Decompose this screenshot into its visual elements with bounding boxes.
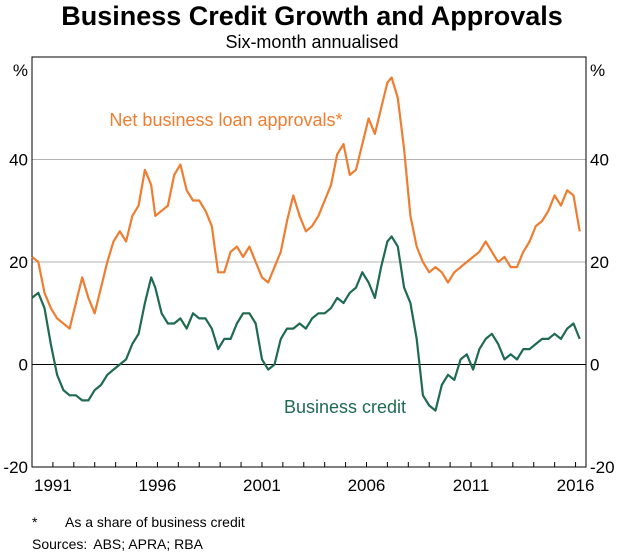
annotation-business-credit: Business credit: [284, 397, 406, 417]
sources-line: Sources: ABS; APRA; RBA: [32, 535, 203, 553]
series-line-loan-approvals: [31, 76, 581, 330]
y-tick-label-left: 40: [9, 151, 28, 170]
y-tick-label-right: -20: [590, 458, 615, 477]
x-tick-label: 2001: [243, 476, 281, 495]
axes: [31, 56, 587, 468]
chart-subtitle: Six-month annualised: [225, 32, 399, 52]
x-tick-label: 2011: [453, 476, 490, 495]
sources-text: ABS; APRA; RBA: [93, 536, 203, 552]
gridlines: [32, 159, 586, 263]
x-tick-label: 2006: [348, 476, 386, 495]
y-tick-label-left: 20: [9, 253, 28, 272]
series-lines: [31, 76, 581, 412]
x-tick-label: 2016: [557, 476, 595, 495]
sources-label: Sources:: [32, 536, 88, 552]
y-tick-label-right: 0: [590, 356, 599, 375]
y-tick-label-left: -20: [3, 458, 28, 477]
annotation-loan-approvals: Net business loan approvals*: [109, 110, 342, 130]
y-unit-right: %: [590, 61, 605, 80]
y-unit-left: %: [13, 61, 28, 80]
series-line-business-credit: [31, 235, 581, 412]
y-tick-label-right: 20: [590, 253, 609, 272]
x-tick-label: 1991: [34, 476, 72, 495]
footnote-text: As a share of business credit: [65, 514, 245, 530]
footnote-mark: *: [32, 514, 38, 530]
y-tick-label-right: 40: [590, 151, 609, 170]
y-tick-label-left: 0: [19, 356, 28, 375]
chart-title: Business Credit Growth and Approvals: [61, 1, 563, 31]
plot-frame: [31, 56, 587, 468]
x-tick-label: 1996: [139, 476, 177, 495]
tick-labels: -20 -20 0 0 20 20 40 40% % 1991 1996 2001 2006 2011 20…: [3, 61, 614, 495]
